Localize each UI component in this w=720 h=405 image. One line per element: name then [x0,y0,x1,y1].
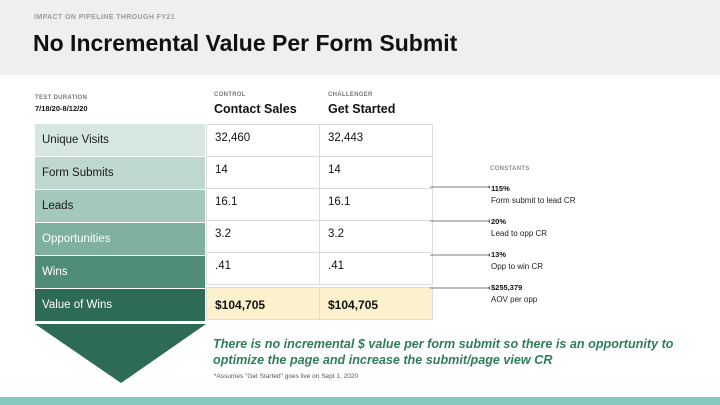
slide-title: No Incremental Value Per Form Submit [33,30,458,56]
funnel-row-leads: Leads [35,190,205,222]
conclusion-text: There is no incremental $ value per form… [213,337,674,367]
funnel-row-wins: Wins [35,256,205,288]
cell-control-form-submits: 14 [206,156,320,189]
test-duration-value: 7/18/20-8/12/20 [35,104,88,113]
funnel-row-value-of-wins: Value of Wins [35,289,205,321]
constant-value-win-cr: 13% [491,250,507,259]
constant-value-opp-cr: 20% [491,217,507,226]
constant-value-aov: $255,379 [491,283,523,292]
funnel-row-unique-visits: Unique Visits [35,124,205,156]
cell-challenger-value-of-wins: $104,705 [319,287,433,320]
cell-challenger-opportunities: 3.2 [319,220,433,253]
cell-control-opportunities: 3.2 [206,220,320,253]
control-column-header: Contact Sales [214,102,297,116]
funnel-arrow-icon [35,324,206,383]
constant-desc-lead-cr: Form submit to lead CR [491,196,576,205]
cell-challenger-leads: 16.1 [319,188,433,221]
section-kicker: IMPACT ON PIPELINE THROUGH FY21 [34,14,176,21]
constant-value-lead-cr: 115% [491,184,510,193]
header-band: IMPACT ON PIPELINE THROUGH FY21 No Incre… [0,0,720,75]
cell-challenger-wins: .41 [319,252,433,285]
cell-control-unique-visits: 32,460 [206,124,320,157]
constants-connectors [430,185,490,290]
footnote: *Assumes "Get Started" goes live on Sept… [214,373,359,380]
funnel-row-form-submits: Form Submits [35,157,205,189]
challenger-column-header: Get Started [328,102,396,116]
cell-challenger-unique-visits: 32,443 [319,124,433,157]
cell-control-leads: 16.1 [206,188,320,221]
cell-control-wins: .41 [206,252,320,285]
challenger-label: CHALLENGER [328,92,373,98]
cell-control-value-of-wins: $104,705 [206,287,320,320]
constants-title: CONSTANTS [490,166,530,172]
constant-desc-opp-cr: Lead to opp CR [491,229,548,238]
constant-desc-win-cr: Opp to win CR [491,262,544,271]
constant-desc-aov: AOV per opp [491,295,538,304]
cell-challenger-form-submits: 14 [319,156,433,189]
bottom-accent-bar [0,397,720,405]
control-label: CONTROL [214,92,246,98]
funnel-row-opportunities: Opportunities [35,223,205,255]
test-duration-label: TEST DURATION [35,95,88,101]
